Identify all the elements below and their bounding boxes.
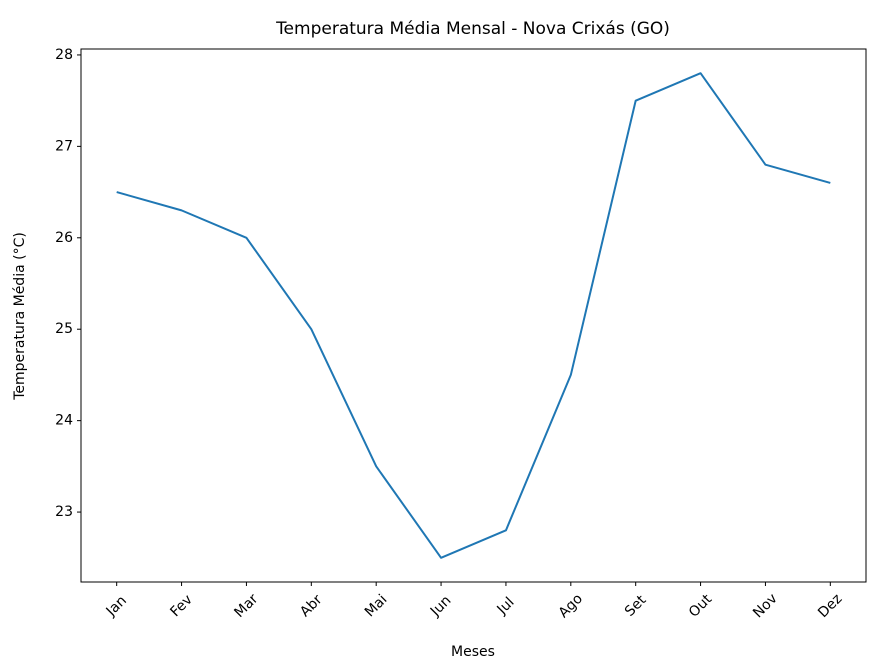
- x-tick-label: Ago: [556, 591, 586, 621]
- x-axis-label: Meses: [451, 644, 495, 660]
- plot-frame: [80, 48, 867, 583]
- y-tick-label: 23: [55, 504, 73, 520]
- y-tick-label: 24: [55, 413, 73, 429]
- x-tick-label: Dez: [815, 591, 845, 621]
- x-tick-label: Out: [686, 591, 716, 621]
- y-tick-label: 26: [55, 230, 73, 246]
- x-tick-label: Mai: [362, 592, 391, 621]
- y-tick-label: 25: [55, 321, 73, 337]
- y-tick-label: 28: [55, 47, 73, 63]
- line-series: [116, 72, 831, 559]
- x-tick-label: Jan: [103, 593, 130, 620]
- x-tick-label: Set: [622, 592, 650, 620]
- x-tick-label: Nov: [750, 591, 781, 622]
- x-tick-label: Mar: [231, 591, 261, 621]
- y-axis-label: Temperatura Média (°C): [12, 232, 28, 401]
- chart-title: Temperatura Média Mensal - Nova Crixás (…: [275, 19, 670, 39]
- y-tick-label: 27: [55, 138, 73, 154]
- x-tick-label: Abr: [297, 592, 326, 621]
- x-tick-label: Jul: [494, 594, 518, 618]
- x-tick-label: Fev: [167, 592, 195, 620]
- x-tick-label: Jun: [427, 593, 454, 620]
